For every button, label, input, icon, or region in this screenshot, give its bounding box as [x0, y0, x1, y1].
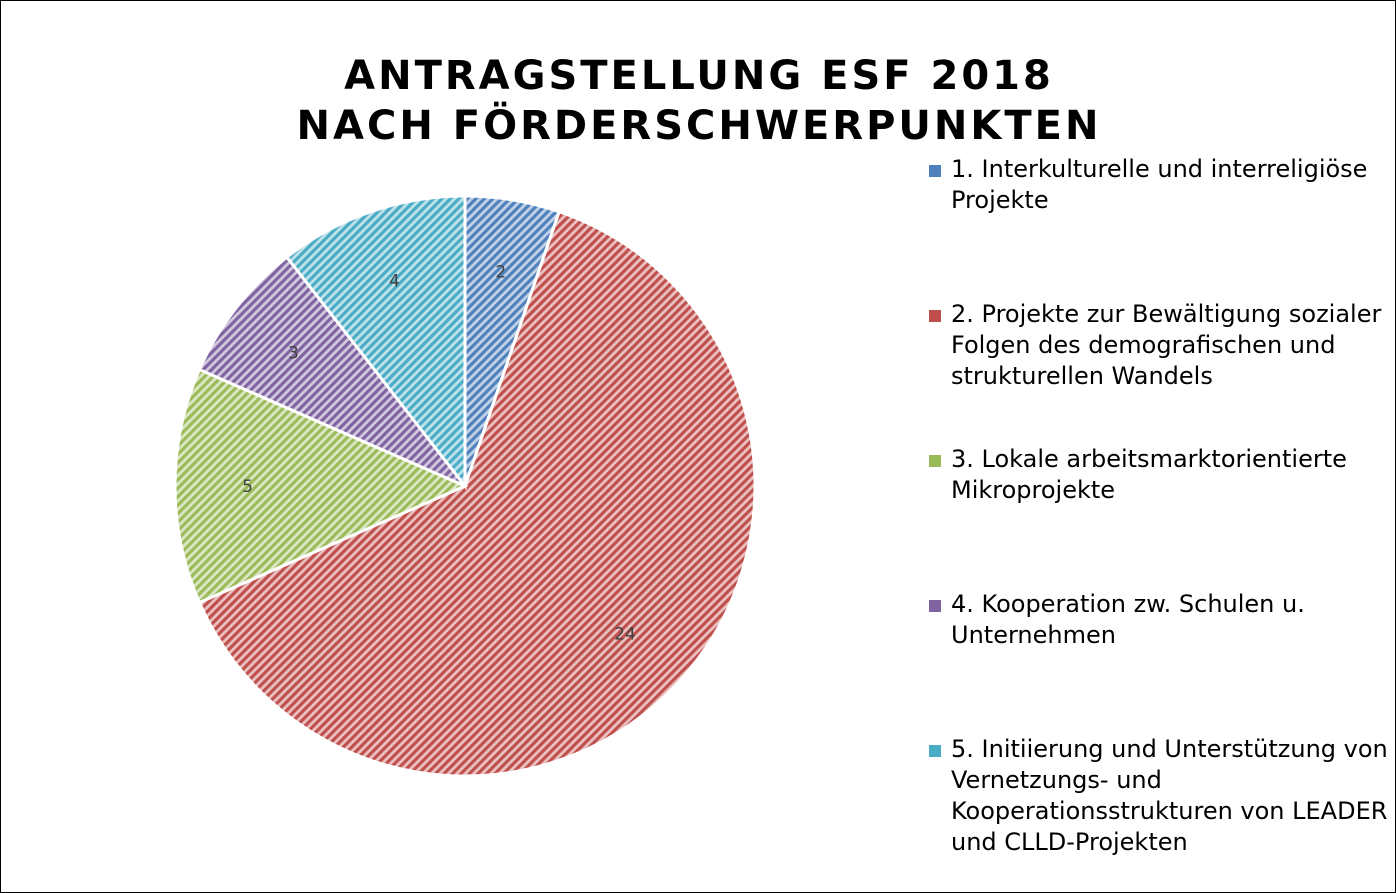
chart-title: ANTRAGSTELLUNG ESF 2018 — [344, 53, 1054, 99]
pie-slice — [173, 367, 469, 605]
legend: 1. Interkulturelle und interreligiöse Pr… — [929, 154, 1395, 879]
legend-label: 3. Lokale arbeitsmarktorientierte Mikrop… — [951, 445, 1347, 504]
legend-swatch — [929, 455, 941, 467]
data-label: 4 — [389, 271, 400, 291]
pie-slice — [284, 194, 467, 491]
legend-item: 1. Interkulturelle und interreligiöse Pr… — [929, 154, 1395, 299]
pie-slice — [197, 255, 467, 488]
legend-item: 3. Lokale arbeitsmarktorientierte Mikrop… — [929, 444, 1395, 589]
data-label: 3 — [288, 343, 299, 363]
legend-label: 5. Initiierung und Unterstützung von Ver… — [951, 735, 1388, 856]
legend-swatch — [929, 165, 941, 177]
legend-swatch — [929, 310, 941, 322]
legend-item: 5. Initiierung und Unterstützung von Ver… — [929, 734, 1395, 879]
pie-slice — [197, 209, 757, 778]
legend-item: 4. Kooperation zw. Schulen u. Unternehme… — [929, 589, 1395, 734]
legend-swatch — [929, 745, 941, 757]
data-label: 5 — [242, 477, 253, 497]
data-label: 2 — [495, 262, 506, 282]
chart-title: NACH FÖRDERSCHWERPUNKTEN — [297, 101, 1102, 149]
data-label: 24 — [614, 624, 636, 644]
legend-item: 2. Projekte zur Bewältigung sozialer Fol… — [929, 299, 1395, 444]
legend-label: 2. Projekte zur Bewältigung sozialer Fol… — [951, 300, 1382, 390]
legend-label: 4. Kooperation zw. Schulen u. Unternehme… — [951, 590, 1305, 649]
legend-label: 1. Interkulturelle und interreligiöse Pr… — [951, 155, 1368, 214]
legend-swatch — [929, 600, 941, 612]
